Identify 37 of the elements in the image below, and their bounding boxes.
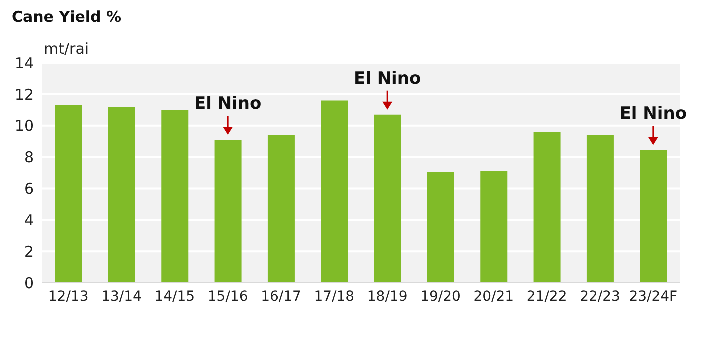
bar [374, 114, 402, 283]
y-tick-label: 4 [24, 211, 34, 230]
bar [321, 100, 348, 283]
x-tick-label: 12/13 [48, 288, 89, 305]
x-tick-label: 22/23 [580, 288, 620, 305]
chart-title: Cane Yield % [12, 8, 122, 26]
bar [268, 135, 295, 283]
x-tick-label: 14/15 [154, 288, 196, 305]
y-tick-label: 14 [14, 54, 34, 72]
y-axis-title: mt/rai [44, 40, 90, 58]
x-tick-label: 18/19 [367, 288, 408, 305]
annotation: El Nino [354, 68, 422, 89]
y-tick-label: 10 [14, 117, 34, 136]
bar [214, 140, 242, 283]
x-tick-label: 17/18 [314, 288, 355, 305]
y-tick-label: 12 [14, 86, 34, 104]
x-tick-label: 21/22 [526, 288, 568, 305]
bar [162, 110, 189, 283]
bar [534, 132, 561, 283]
bar [586, 135, 614, 283]
x-tick-label: 15/16 [208, 288, 248, 305]
bar [108, 107, 136, 283]
bar [427, 172, 454, 283]
y-tick-label: 6 [24, 180, 34, 198]
bar [55, 105, 82, 283]
x-tick-label: 23/24F [629, 288, 678, 305]
y-tick-label: 8 [24, 148, 34, 167]
x-tick-label: 20/21 [474, 288, 514, 305]
bar [640, 150, 668, 283]
annotation: El Nino [620, 104, 688, 124]
y-tick-label: 2 [24, 242, 34, 261]
y-tick-label: 0 [24, 274, 34, 292]
x-tick-label: 19/20 [420, 288, 461, 305]
x-tick-label: 16/17 [261, 288, 302, 305]
x-tick-label: 13/14 [102, 288, 142, 305]
annotation: El Nino [194, 94, 262, 114]
bar [480, 171, 508, 283]
